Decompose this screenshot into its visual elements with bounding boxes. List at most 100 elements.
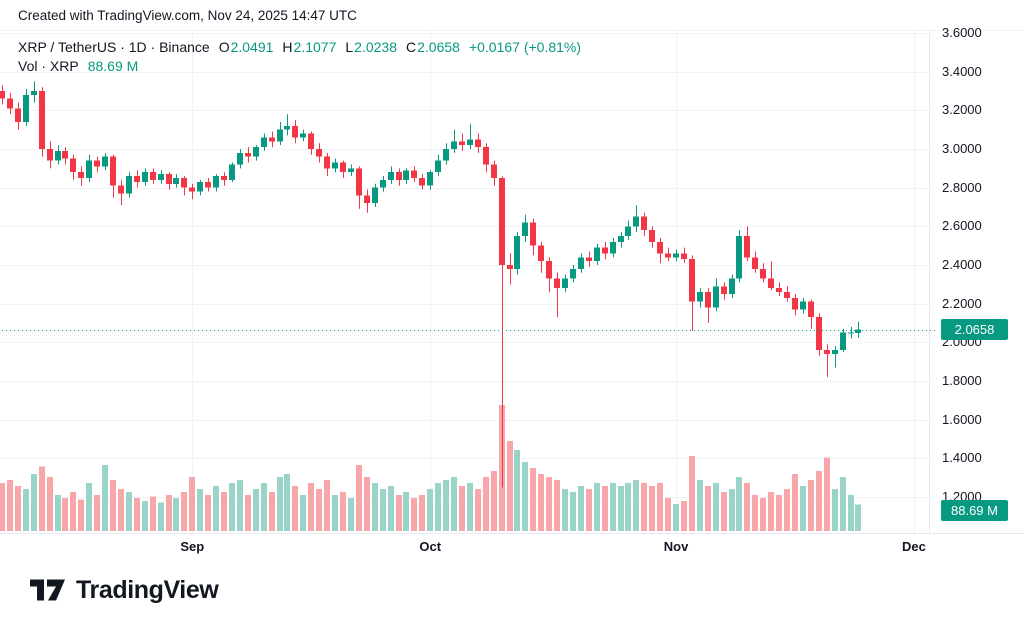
volume-bar bbox=[142, 501, 148, 531]
volume-bar bbox=[94, 495, 100, 531]
candle-body bbox=[39, 90, 45, 149]
volume-bar bbox=[62, 498, 68, 531]
volume-bar bbox=[776, 495, 782, 531]
time-axis-border bbox=[0, 533, 1024, 534]
tradingview-logo-icon bbox=[30, 579, 65, 601]
volume-bar bbox=[47, 477, 53, 531]
candle-body bbox=[372, 187, 378, 204]
volume-bar bbox=[705, 486, 711, 531]
candle-body bbox=[0, 90, 5, 99]
volume-bar bbox=[205, 495, 211, 531]
volume-bar bbox=[657, 483, 663, 531]
time-axis-label-oct: Oct bbox=[419, 539, 442, 554]
candle-body bbox=[62, 150, 68, 159]
volume-bar bbox=[411, 498, 417, 531]
legend-volume-row: Vol · XRP 88.69 M bbox=[18, 57, 581, 76]
volume-bar bbox=[102, 465, 108, 531]
volume-bar bbox=[380, 489, 386, 531]
candle-body bbox=[800, 301, 806, 310]
candle-body bbox=[308, 133, 314, 149]
volume-bar bbox=[570, 492, 576, 531]
candle-body bbox=[483, 147, 489, 165]
candle-body bbox=[181, 177, 187, 188]
volume-bar bbox=[562, 489, 568, 531]
candle-body bbox=[78, 172, 84, 178]
candle-body bbox=[681, 253, 687, 260]
candle-body bbox=[824, 350, 830, 354]
candle-body bbox=[570, 268, 576, 279]
candle-body bbox=[451, 141, 457, 149]
candle-body bbox=[459, 141, 465, 146]
volume-bar bbox=[729, 489, 735, 531]
price-axis-tick: 2.6000 bbox=[942, 218, 982, 234]
ohlc-letter: L bbox=[345, 39, 354, 55]
volume-bar bbox=[649, 486, 655, 531]
volume-bar bbox=[78, 499, 84, 531]
candle-body bbox=[229, 164, 235, 180]
volume-bar bbox=[451, 477, 457, 531]
volume-bar bbox=[578, 486, 584, 531]
candle-body bbox=[237, 152, 243, 165]
time-axis-label-nov: Nov bbox=[663, 539, 689, 554]
volume-bar bbox=[633, 480, 639, 531]
volume-bar bbox=[530, 468, 536, 531]
candle-body bbox=[356, 168, 362, 196]
ohlc-item-h: H2.1077 bbox=[282, 39, 336, 55]
candle-body bbox=[625, 226, 631, 236]
volume-bar bbox=[483, 477, 489, 531]
volume-bar bbox=[855, 504, 861, 531]
volume-bar bbox=[427, 489, 433, 531]
candle-body bbox=[586, 257, 592, 262]
ohlc-value: 2.0238 bbox=[354, 39, 397, 55]
candle-body bbox=[411, 170, 417, 178]
candle-body bbox=[396, 172, 402, 180]
volume-bar bbox=[245, 495, 251, 531]
candle-body bbox=[166, 174, 172, 184]
time-axis-label-sep: Sep bbox=[180, 539, 205, 554]
volume-bar bbox=[689, 456, 695, 531]
candle-body bbox=[253, 147, 259, 157]
tradingview-logo[interactable]: TradingView bbox=[30, 576, 219, 605]
volume-bar bbox=[665, 498, 671, 531]
candle-body bbox=[784, 292, 790, 298]
volume-bar bbox=[150, 496, 156, 531]
candle-body bbox=[403, 170, 409, 180]
attribution-text: Created with TradingView.com, Nov 24, 20… bbox=[18, 8, 357, 23]
price-axis-tick: 3.2000 bbox=[942, 102, 982, 118]
volume-bar bbox=[744, 483, 750, 531]
candle-body bbox=[55, 150, 61, 161]
candle-body bbox=[578, 257, 584, 269]
candle-body bbox=[594, 247, 600, 262]
volume-bar bbox=[197, 489, 203, 531]
ohlc-letter: C bbox=[405, 39, 417, 55]
candle-body bbox=[736, 235, 742, 279]
volume-bar bbox=[356, 465, 362, 531]
candle-body bbox=[435, 160, 441, 173]
price-axis-tick: 2.2000 bbox=[942, 295, 982, 311]
candle-body bbox=[840, 332, 846, 351]
candle-body bbox=[729, 278, 735, 294]
chart-legend: XRP / TetherUS · 1D · Binance O2.0491 H2.… bbox=[18, 38, 581, 76]
volume-bar bbox=[23, 489, 29, 531]
last-volume-label: 88.69 M bbox=[941, 500, 1008, 521]
ohlc-value: 2.1077 bbox=[293, 39, 337, 55]
volume-bar bbox=[736, 477, 742, 531]
candle-body bbox=[419, 177, 425, 186]
candle-body bbox=[744, 235, 750, 258]
volume-bar bbox=[760, 498, 766, 531]
candle-body bbox=[649, 230, 655, 242]
candle-body bbox=[499, 177, 505, 265]
volume-bar bbox=[284, 474, 290, 531]
volume-bar bbox=[800, 486, 806, 531]
volume-bar bbox=[610, 483, 616, 531]
volume-bar bbox=[158, 502, 164, 531]
volume-bar bbox=[39, 466, 45, 531]
candle-body bbox=[126, 176, 132, 194]
volume-bar bbox=[522, 462, 528, 531]
volume-bar bbox=[372, 483, 378, 531]
volume-bar bbox=[261, 483, 267, 531]
candle-body bbox=[340, 162, 346, 173]
volume-bar bbox=[388, 486, 394, 531]
volume-bar bbox=[213, 486, 219, 531]
volume-bar bbox=[459, 486, 465, 531]
